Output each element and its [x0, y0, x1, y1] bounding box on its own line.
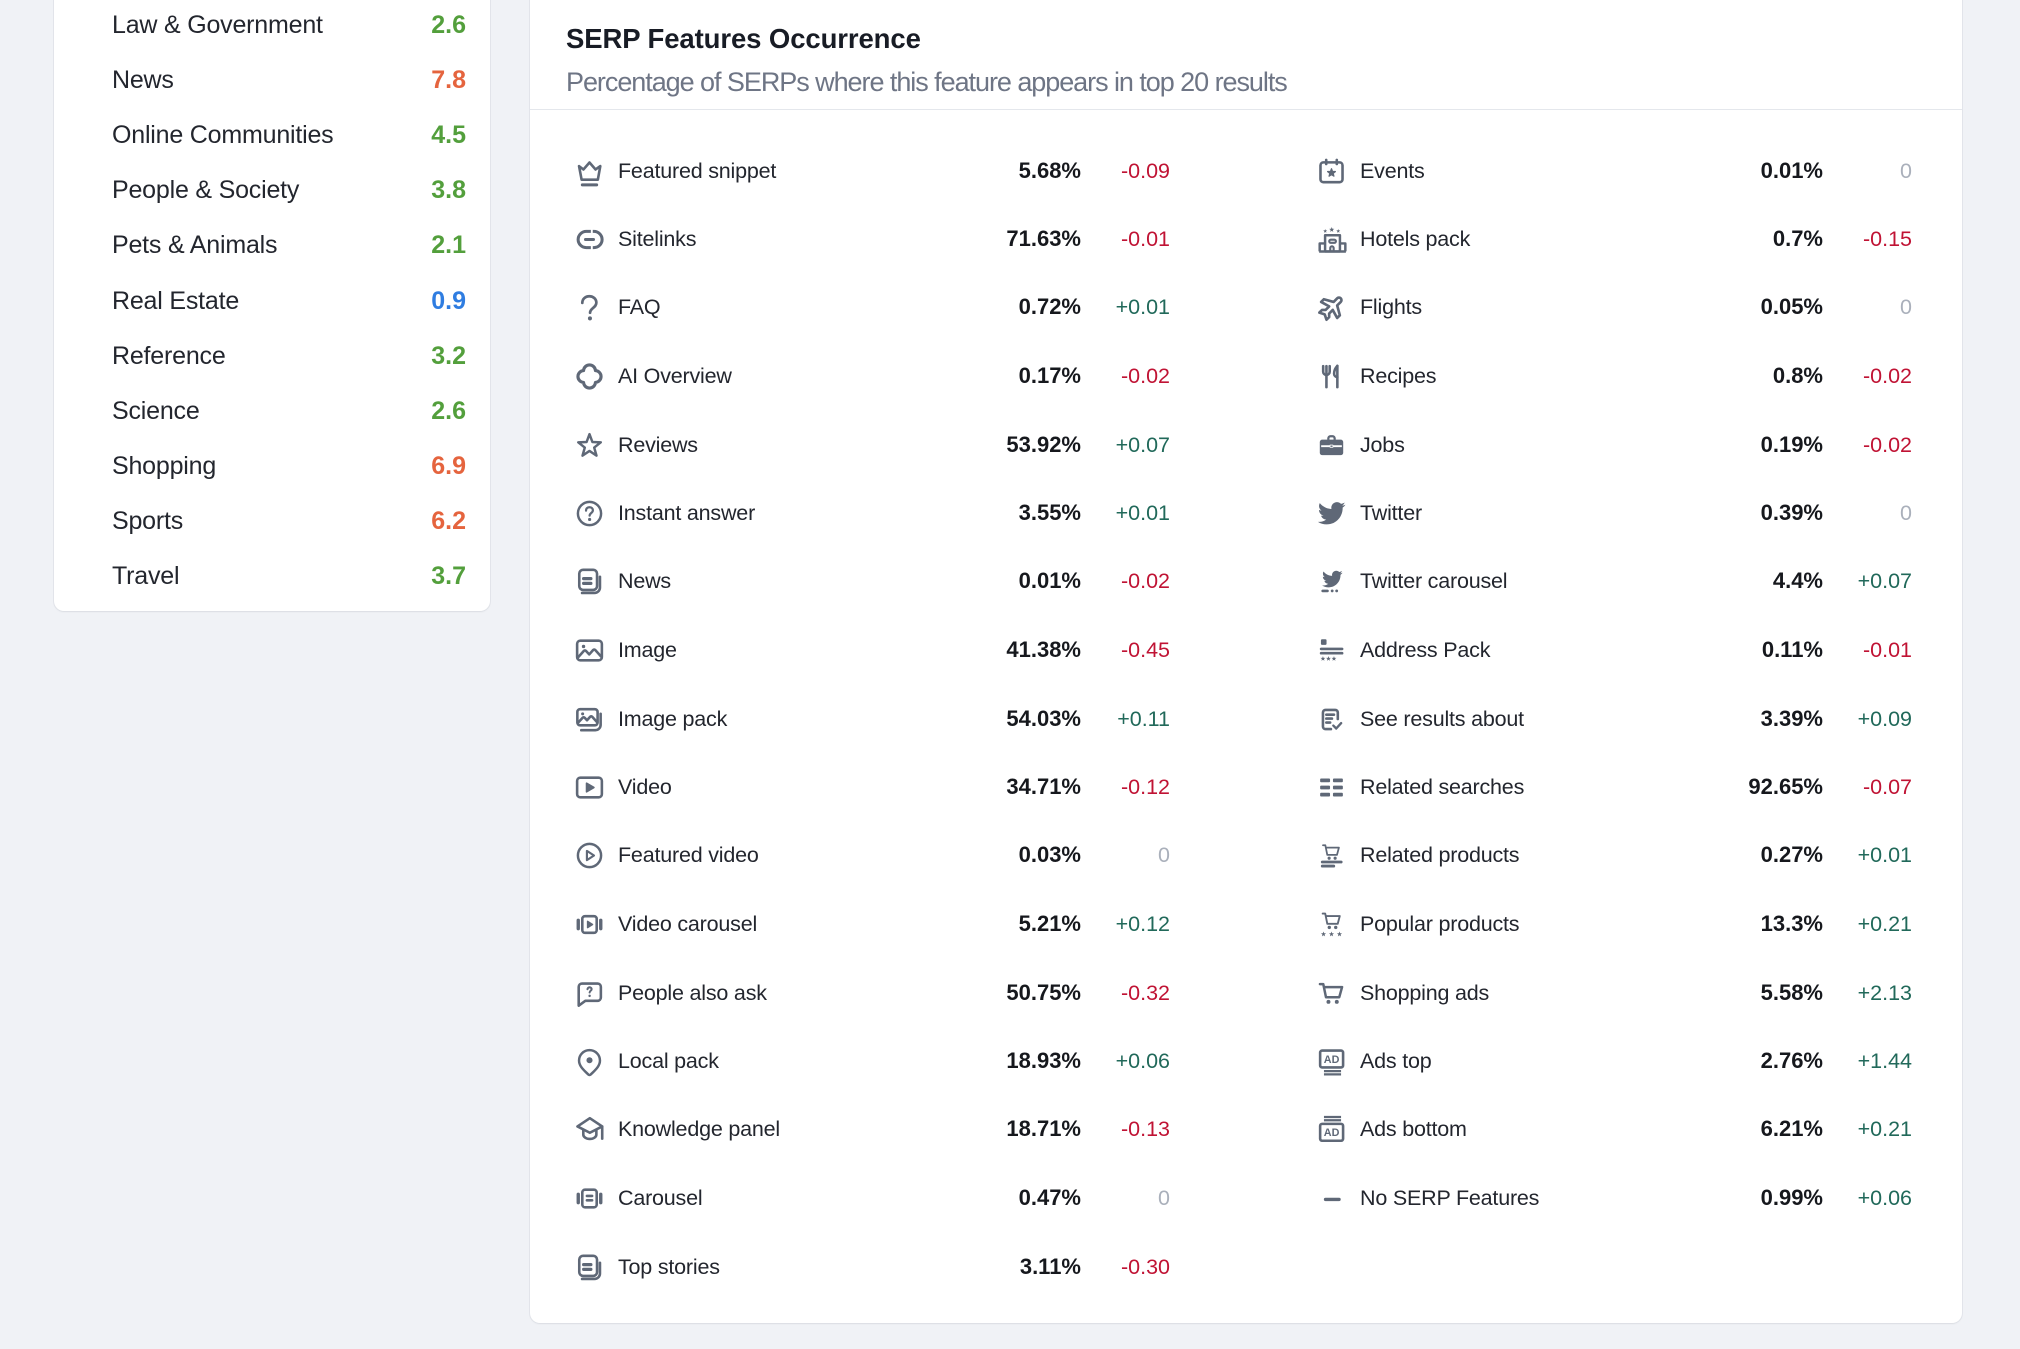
svg-text:AD: AD [1324, 1127, 1340, 1139]
svg-text:AD: AD [1324, 1054, 1340, 1066]
